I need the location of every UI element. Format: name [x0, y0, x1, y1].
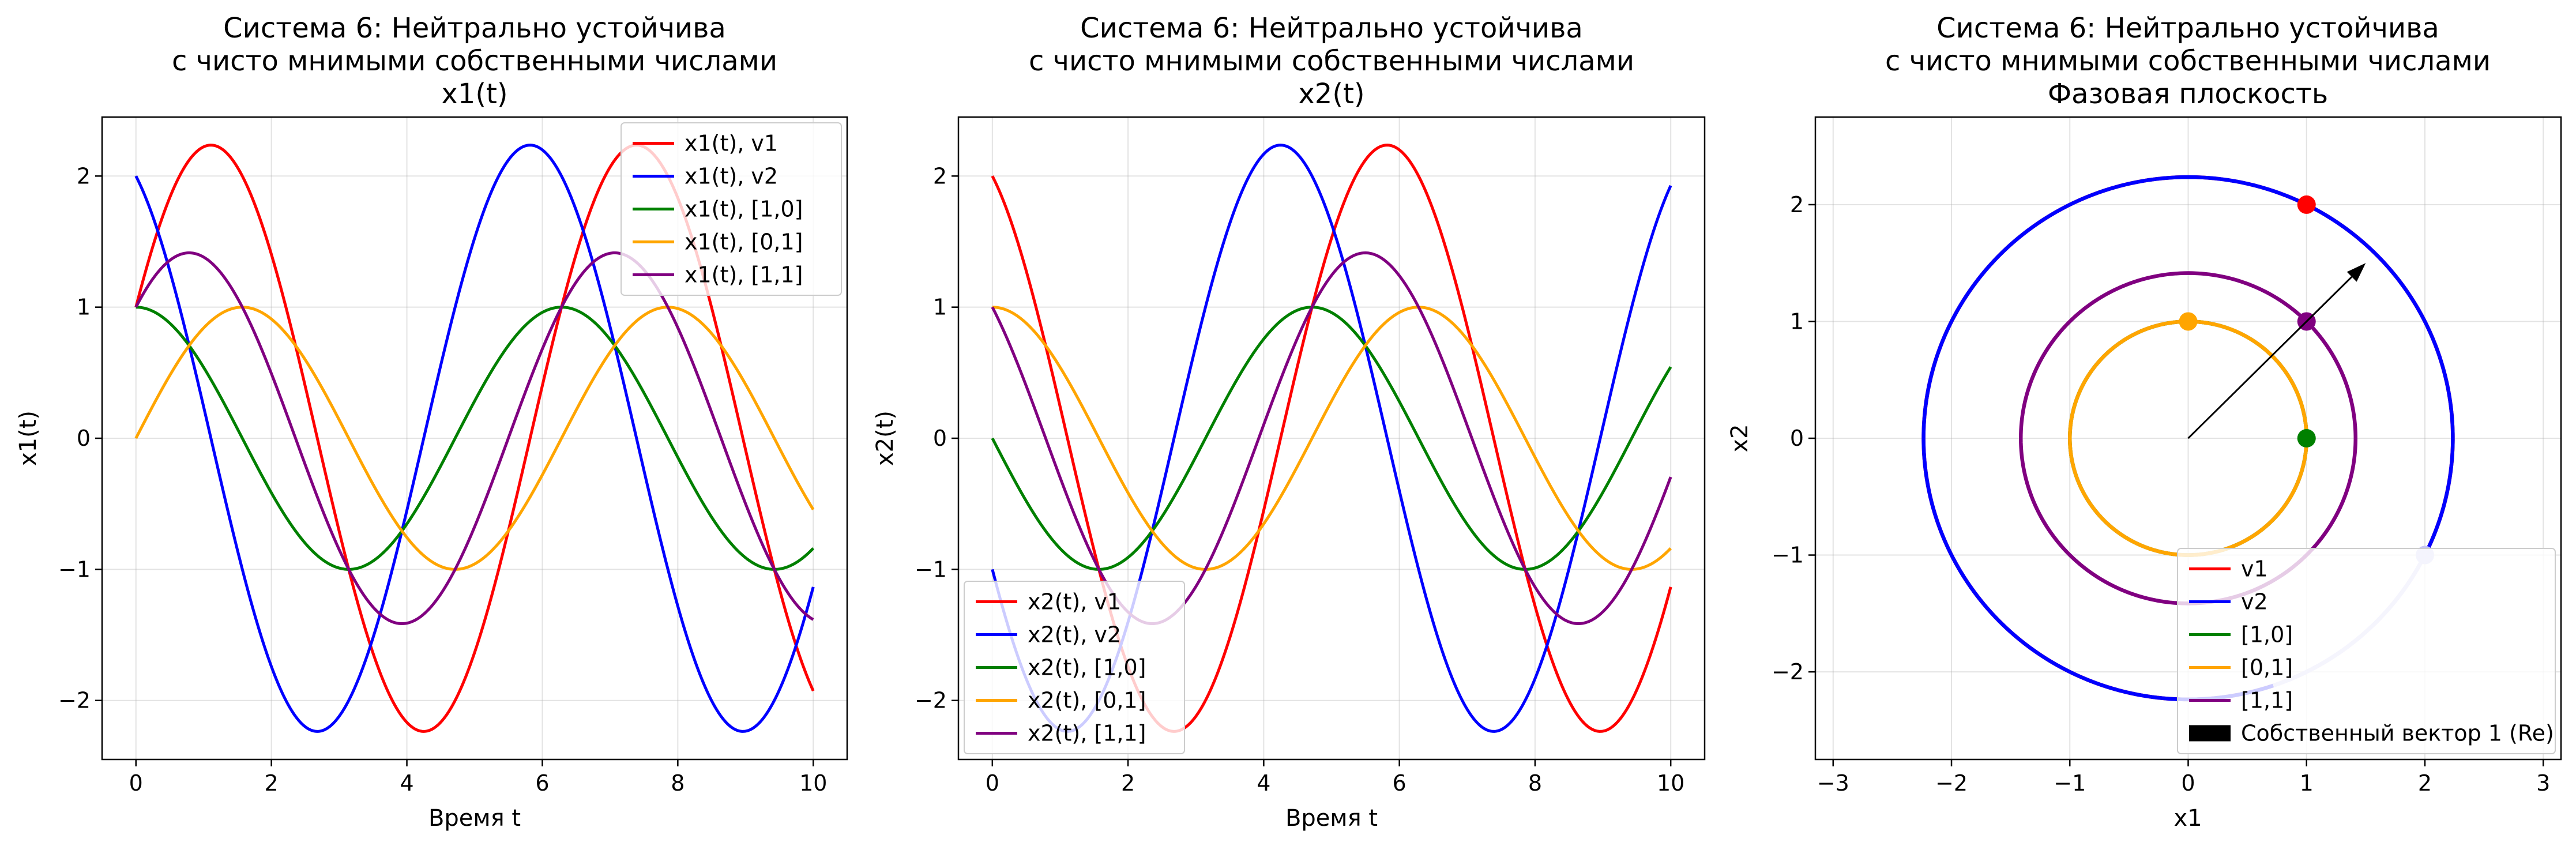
x-tick-label: 4: [1257, 770, 1270, 796]
panel-x1: Система 6: Нейтрально устойчива с чисто …: [15, 12, 848, 832]
y-tick-label: 2: [933, 163, 947, 189]
legend-entry: x2(t), [0,1]: [1028, 688, 1146, 713]
legend-entry: x1(t), [1,0]: [685, 197, 803, 222]
panel-x1-title-line-1: Система 6: Нейтрально устойчива: [223, 12, 726, 44]
x-tick-label: 10: [799, 770, 827, 796]
legend-entry: x1(t), v2: [685, 164, 778, 189]
panel-phase-title-line-3: Фазовая плоскость: [2048, 78, 2328, 110]
panel-x1-legend: x1(t), v1 x1(t), v2 x1(t), [1,0] x1(t), [0,…: [621, 122, 842, 296]
x-tick-label: 2: [1121, 770, 1135, 796]
series-line-3: [136, 306, 815, 571]
phase-trajectory-4: [2068, 319, 2308, 557]
panel-phase-title-line-2: с чисто мнимыми собственными числами: [1885, 45, 2491, 77]
y-tick-label: −1: [1772, 543, 1804, 568]
x-tick-label: 8: [1528, 770, 1542, 796]
legend-entry: Собственный вектор 1 (Re): [2241, 721, 2554, 746]
y-tick-label: 1: [933, 295, 947, 320]
legend-entry: [1,1]: [2241, 688, 2293, 713]
x-tick-label: −1: [2054, 770, 2086, 796]
legend-entry: [0,1]: [2241, 655, 2293, 680]
panel-x2-ylabel: x2(t): [872, 411, 898, 466]
legend-entry: x1(t), [1,1]: [685, 262, 803, 288]
y-tick-label: 0: [1790, 426, 1804, 451]
eigenvector-arrow-head: [2346, 263, 2366, 282]
phase-start-point-4: [2179, 312, 2198, 331]
y-tick-label: 0: [933, 426, 947, 451]
y-tick-label: −1: [58, 556, 91, 582]
legend-frame: [964, 581, 1185, 754]
series-line-4: [992, 306, 1672, 571]
panel-phase-ticks: −3 −2 −1 0 1 2 3 −2 −1 0 1 2: [1772, 192, 2550, 796]
x-tick-label: 1: [2300, 770, 2314, 796]
y-tick-label: 1: [1790, 309, 1804, 334]
panel-x1-title-line-3: x1(t): [441, 78, 507, 110]
panel-x2-title-line-1: Система 6: Нейтрально устойчива: [1080, 12, 1583, 44]
x-tick-label: 3: [2536, 770, 2550, 796]
panel-x2-title-line-3: x2(t): [1298, 78, 1364, 110]
phase-trajectory-2: [1921, 175, 2455, 702]
x-tick-label: 6: [535, 770, 549, 796]
y-tick-label: −1: [915, 556, 947, 582]
legend-frame: [2177, 548, 2556, 754]
panel-phase-ylabel: x2: [1727, 424, 1753, 452]
x-tick-label: 2: [2418, 770, 2432, 796]
x-tick-label: 8: [671, 770, 685, 796]
x-tick-label: −3: [1817, 770, 1849, 796]
series-line-4: [134, 306, 815, 571]
x-tick-label: 0: [129, 770, 143, 796]
x-tick-label: 0: [2181, 770, 2195, 796]
panel-x1-plot-area: [134, 144, 815, 733]
legend-entry: x2(t), v2: [1028, 622, 1121, 648]
x-tick-label: 4: [400, 770, 413, 796]
x-tick-label: 0: [986, 770, 999, 796]
panel-phase-legend: v1 v2 [1,0] [0,1] [1,1] Собственный вектор 1 …: [2177, 548, 2556, 754]
panel-phase: Система 6: Нейтрально устойчива с чисто …: [1727, 12, 2562, 832]
eigenvector-arrow-shaft: [2187, 276, 2353, 439]
legend-swatch: [2189, 725, 2231, 742]
panel-x1-ticks: 0 2 4 6 8 10 −2 −1 0 1 2: [58, 163, 827, 796]
legend-frame: [621, 122, 842, 296]
panel-x2-legend: x2(t), v1 x2(t), v2 x2(t), [1,0] x2(t), [0,…: [964, 581, 1185, 754]
panel-x2: Система 6: Нейтрально устойчива с чисто …: [872, 12, 1706, 832]
x-tick-label: −2: [1935, 770, 1968, 796]
series-line-3: [991, 306, 1672, 571]
panel-phase-title-line-1: Система 6: Нейтрально устойчива: [1936, 12, 2439, 44]
legend-entry: x2(t), v1: [1028, 589, 1121, 615]
panel-x2-xlabel: Время t: [1285, 805, 1378, 832]
x-tick-label: 6: [1393, 770, 1407, 796]
series-line-5: [134, 251, 814, 626]
phase-start-point-3: [2297, 429, 2316, 447]
y-tick-label: −2: [915, 688, 947, 713]
panel-x2-ticks: 0 2 4 6 8 10 −2 −1 0 1 2: [915, 163, 1684, 796]
legend-entry: v1: [2241, 556, 2268, 582]
phase-start-point-1: [2297, 195, 2316, 214]
panel-phase-xlabel: x1: [2173, 805, 2202, 832]
y-tick-label: 2: [1790, 192, 1804, 217]
y-tick-label: −2: [58, 688, 91, 713]
y-tick-label: 1: [77, 295, 91, 320]
legend-entry: x1(t), v1: [685, 131, 778, 156]
y-tick-label: 0: [77, 426, 91, 451]
y-tick-label: 2: [77, 163, 91, 189]
legend-entry: [1,0]: [2241, 622, 2293, 648]
series-line-2: [134, 144, 815, 733]
y-tick-label: −2: [1772, 659, 1804, 684]
panel-x1-xlabel: Время t: [428, 805, 521, 832]
legend-entry: x1(t), [0,1]: [685, 230, 803, 255]
legend-entry: x2(t), [1,1]: [1028, 721, 1146, 746]
x-tick-label: 10: [1657, 770, 1684, 796]
panel-x2-title-line-2: с чисто мнимыми собственными числами: [1029, 45, 1634, 77]
legend-entry: x2(t), [1,0]: [1028, 655, 1146, 680]
panel-x1-title-line-2: с чисто мнимыми собственными числами: [172, 45, 777, 77]
legend-entry: v2: [2241, 589, 2268, 615]
panel-x1-ylabel: x1(t): [15, 411, 42, 466]
x-tick-label: 2: [265, 770, 279, 796]
